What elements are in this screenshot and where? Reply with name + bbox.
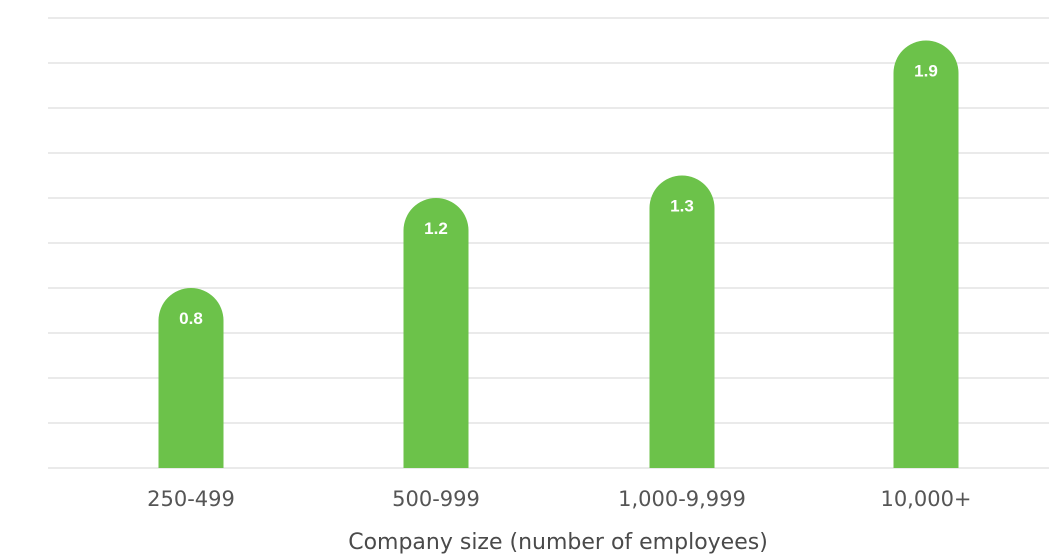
bar-value-label: 1.3 — [670, 197, 694, 216]
x-axis-title: Company size (number of employees) — [348, 530, 768, 555]
bar — [893, 40, 959, 468]
bars: 0.8 1.2 1.3 1.9 — [158, 40, 959, 468]
bar — [158, 288, 224, 468]
bar — [649, 175, 715, 468]
bar-value-label: 1.9 — [914, 62, 938, 81]
x-tick-label: 10,000+ — [880, 487, 971, 511]
bar-value-label: 1.2 — [424, 219, 448, 238]
x-axis-ticks: 250-499 500-999 1,000-9,999 10,000+ — [147, 487, 971, 511]
bar — [403, 198, 469, 468]
x-tick-label: 1,000-9,999 — [618, 487, 746, 511]
bar-value-label: 0.8 — [179, 309, 203, 328]
x-tick-label: 250-499 — [147, 487, 235, 511]
x-tick-label: 500-999 — [392, 487, 480, 511]
